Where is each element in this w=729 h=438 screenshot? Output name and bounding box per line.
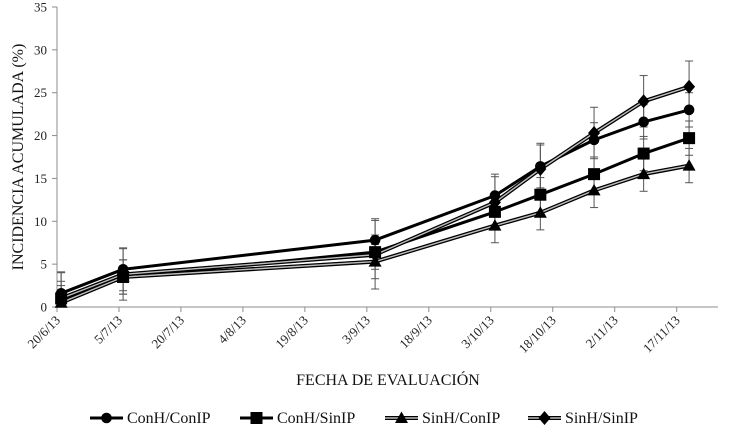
series-line-highlight-2 [60,164,690,304]
legend-item: ConH/SinIP [240,410,355,427]
data-point-square [637,147,650,160]
x-tick-label: 20/7/13 [148,313,187,352]
x-tick-label: 18/9/13 [396,313,435,352]
data-point-circle [638,116,649,128]
axes [52,6,718,312]
data-point-triangle [488,219,502,231]
data-point-square [534,188,547,201]
x-tick-label: 3/10/13 [458,313,497,352]
data-point-triangle [682,159,696,171]
legend-label: ConH/ConIP [127,410,211,427]
data-point-triangle [637,167,651,180]
data-point-circle [683,104,695,116]
data-point-square [488,205,501,218]
data-point-circle [369,234,381,246]
data-point-square [683,132,696,145]
y-tick-label: 20 [34,128,47,143]
series-lines [60,84,690,305]
y-tick-label: 30 [34,42,47,57]
legend: ConH/ConIP ConH/SinIP SinH/ConIP SinH/SinIP [90,410,638,427]
data-point-diamond [534,162,547,176]
data-point-triangle [533,206,547,218]
y-tick-label: 35 [34,0,47,15]
legend-marker-triangle [395,411,408,423]
data-point-triangle [587,183,601,196]
y-tick-label: 0 [41,300,48,315]
data-point-diamond [488,195,501,210]
data-point-diamond [683,79,696,94]
legend-label: SinH/ConIP [422,410,500,427]
y-tick-label: 10 [34,214,47,229]
x-tick-label: 4/8/13 [215,313,249,347]
data-point-diamond [117,267,130,282]
y-tick-label: 15 [34,171,47,186]
data-point-diamond [588,126,601,140]
x-tick-label: 20/6/13 [24,313,63,352]
data-point-diamond [637,94,650,109]
legend-item: SinH/SinIP [528,410,638,427]
data-point-square [588,168,601,181]
data-points [54,79,696,308]
series-line-0 [60,108,690,295]
legend-item: ConH/ConIP [90,410,211,427]
x-tick-label: 17/11/13 [640,313,683,356]
x-tick-label: 3/9/13 [339,313,373,347]
x-tick-label: 5/7/13 [91,313,125,347]
y-axis-title: INCIDENCIA ACUMULADA (%) [10,44,27,271]
y-tick-label: 25 [34,85,47,100]
series-line-highlight-3 [60,86,690,300]
legend-marker-diamond [538,411,551,425]
data-point-diamond [55,291,68,306]
y-tick-label: 5 [41,257,48,272]
legend-label: ConH/SinIP [277,410,355,427]
x-tick-label: 18/10/13 [516,313,559,356]
legend-label: SinH/SinIP [565,410,638,427]
legend-marker-square [250,412,263,424]
x-tick-label: 19/8/13 [272,313,311,352]
x-tick-labels: 20/6/13 5/7/13 20/7/13 4/8/13 19/8/13 3/9/13 1… [24,313,682,356]
x-tick-label: 2/11/13 [582,313,620,351]
legend-item: SinH/ConIP [385,410,500,427]
x-axis-title: FECHA DE EVALUACIÓN [296,370,480,389]
y-tick-labels: 0 5 10 15 20 25 30 35 [34,0,47,315]
legend-marker-circle [101,412,112,424]
data-point-diamond [369,247,382,262]
